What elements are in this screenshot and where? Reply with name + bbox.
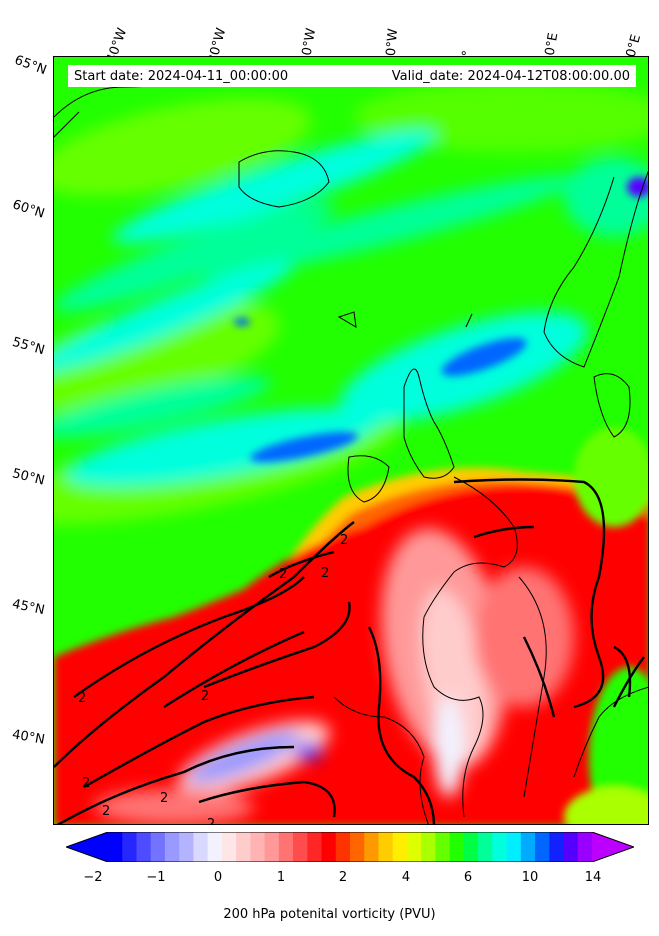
blue-pv-minima bbox=[234, 177, 648, 463]
colorbar-tick: 1 bbox=[276, 870, 286, 885]
colorbar-tick: −1 bbox=[146, 870, 166, 885]
colorbar-cell bbox=[421, 832, 437, 862]
colorbar-cell bbox=[435, 832, 451, 862]
colorbar-cell bbox=[406, 832, 422, 862]
green-patch-southeast bbox=[564, 427, 648, 824]
colorbar-cell bbox=[179, 832, 195, 862]
colorbar-cell bbox=[321, 832, 337, 862]
colorbar-cells bbox=[108, 832, 593, 862]
colorbar-extend-low bbox=[66, 832, 108, 862]
colorbar-cell bbox=[264, 832, 280, 862]
colorbar-cell bbox=[463, 832, 479, 862]
colorbar-tick: −2 bbox=[83, 870, 103, 885]
contour-label: 2 bbox=[321, 566, 329, 581]
colorbar-cell bbox=[236, 832, 251, 862]
colorbar-cell bbox=[492, 832, 508, 862]
field-shading bbox=[54, 82, 648, 525]
colorbar-cell bbox=[108, 832, 123, 862]
lat-label-50n: 50°N bbox=[10, 466, 47, 489]
colorbar-cell bbox=[535, 832, 550, 862]
lat-label-40n: 40°N bbox=[10, 727, 46, 748]
colorbar-tick: 14 bbox=[584, 870, 602, 885]
contour-label: 2 bbox=[102, 804, 110, 819]
pv-2-contour bbox=[54, 478, 645, 824]
lat-label-45n: 45°N bbox=[10, 596, 46, 619]
colorbar-cell bbox=[392, 832, 408, 862]
colorbar-cell bbox=[449, 832, 465, 862]
colorbar-cell bbox=[478, 832, 493, 862]
contour-label: 2 bbox=[160, 791, 168, 806]
colorbar-cell bbox=[563, 832, 579, 862]
colorbar-cell bbox=[506, 832, 522, 862]
colorbar-extend-high bbox=[592, 832, 634, 862]
colorbar-cell bbox=[122, 832, 138, 862]
colorbar-tick: 0 bbox=[213, 870, 223, 885]
contour-labels: 2 2 2 2 2 2 2 2 2 bbox=[78, 533, 348, 825]
contour-label: 2 bbox=[207, 817, 215, 825]
colorbar-cell bbox=[207, 832, 223, 862]
colorbar bbox=[66, 832, 634, 862]
start-date-label: Start date: 2024-04-11_00:00:00 bbox=[74, 68, 289, 84]
colorbar-cell bbox=[136, 832, 152, 862]
colorbar-cell bbox=[221, 832, 237, 862]
colorbar-cell bbox=[364, 832, 380, 862]
colorbar-cell bbox=[293, 832, 308, 862]
colorbar-cell bbox=[278, 832, 294, 862]
colorbar-cell bbox=[307, 832, 323, 862]
contour-label: 2 bbox=[201, 689, 209, 704]
colorbar-cell bbox=[335, 832, 351, 862]
contour-label: 2 bbox=[78, 691, 86, 706]
coastlines bbox=[54, 76, 648, 824]
date-info-box: Start date: 2024-04-11_00:00:00 Valid_da… bbox=[68, 65, 636, 87]
lat-label-55n: 55°N bbox=[10, 334, 47, 359]
contour-label: 2 bbox=[340, 533, 348, 548]
colorbar-tick: 4 bbox=[401, 870, 411, 885]
lat-label-65n: 65°N bbox=[12, 52, 49, 79]
colorbar-cell bbox=[250, 832, 266, 862]
colorbar-cell bbox=[164, 832, 180, 862]
lat-label-60n: 60°N bbox=[10, 197, 47, 222]
contour-label: 2 bbox=[279, 567, 287, 582]
colorbar-cell bbox=[577, 832, 593, 862]
colorbar-tick: 6 bbox=[463, 870, 473, 885]
colorbar-cell bbox=[193, 832, 209, 862]
colorbar-cell bbox=[350, 832, 365, 862]
map-panel: 2 2 2 2 2 2 2 2 2 Start date: 2024-04-11… bbox=[53, 56, 649, 825]
colorbar-tick: 2 bbox=[338, 870, 348, 885]
colorbar-cell bbox=[378, 832, 394, 862]
colorbar-cell bbox=[549, 832, 565, 862]
valid-date-label: Valid_date: 2024-04-12T08:00:00.00 bbox=[391, 68, 630, 84]
colorbar-label: 200 hPa potenital vorticity (PVU) bbox=[223, 907, 436, 922]
contour-label: 2 bbox=[82, 776, 90, 791]
colorbar-cell bbox=[520, 832, 536, 862]
pv-field-map: 2 2 2 2 2 2 2 2 2 bbox=[54, 57, 648, 825]
colorbar-tick: 10 bbox=[521, 870, 539, 885]
colorbar-cell bbox=[150, 832, 166, 862]
